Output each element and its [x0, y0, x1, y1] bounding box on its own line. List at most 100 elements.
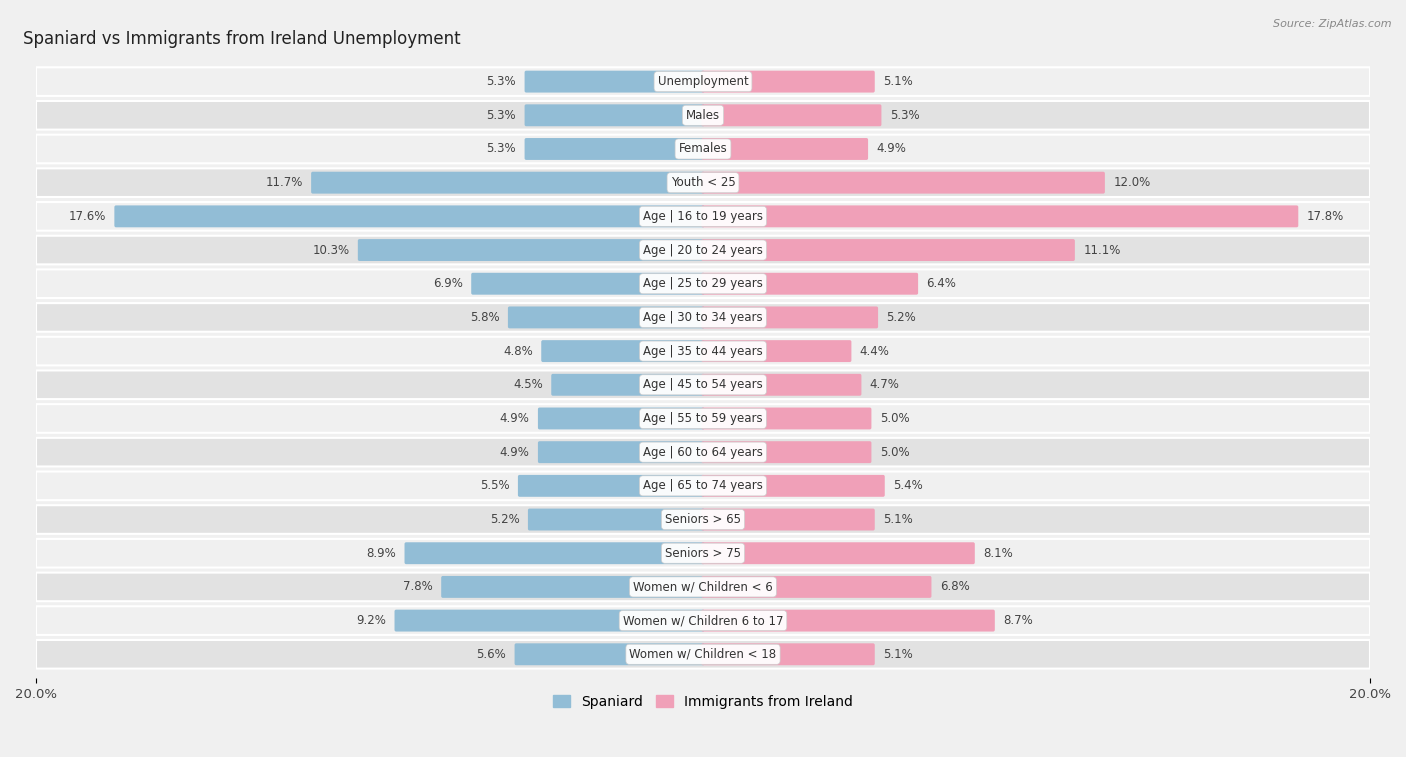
FancyBboxPatch shape: [702, 273, 918, 294]
FancyBboxPatch shape: [37, 202, 1369, 231]
FancyBboxPatch shape: [551, 374, 704, 396]
Text: 8.9%: 8.9%: [367, 547, 396, 559]
Text: 4.9%: 4.9%: [876, 142, 907, 155]
Text: 5.0%: 5.0%: [880, 446, 910, 459]
Text: 5.1%: 5.1%: [883, 513, 912, 526]
Text: 5.6%: 5.6%: [477, 648, 506, 661]
FancyBboxPatch shape: [538, 407, 704, 429]
Text: Age | 60 to 64 years: Age | 60 to 64 years: [643, 446, 763, 459]
FancyBboxPatch shape: [37, 606, 1369, 635]
Text: 5.3%: 5.3%: [890, 109, 920, 122]
Text: Age | 65 to 74 years: Age | 65 to 74 years: [643, 479, 763, 492]
Text: 5.5%: 5.5%: [479, 479, 509, 492]
Text: 5.8%: 5.8%: [470, 311, 499, 324]
Legend: Spaniard, Immigrants from Ireland: Spaniard, Immigrants from Ireland: [547, 689, 859, 715]
Text: 7.8%: 7.8%: [404, 581, 433, 593]
FancyBboxPatch shape: [702, 138, 868, 160]
Text: 8.7%: 8.7%: [1002, 614, 1033, 627]
Text: 5.1%: 5.1%: [883, 648, 912, 661]
FancyBboxPatch shape: [515, 643, 704, 665]
FancyBboxPatch shape: [37, 572, 1369, 601]
Text: Age | 16 to 19 years: Age | 16 to 19 years: [643, 210, 763, 223]
Text: Seniors > 75: Seniors > 75: [665, 547, 741, 559]
FancyBboxPatch shape: [395, 609, 704, 631]
FancyBboxPatch shape: [517, 475, 704, 497]
FancyBboxPatch shape: [527, 509, 704, 531]
FancyBboxPatch shape: [702, 441, 872, 463]
FancyBboxPatch shape: [524, 70, 704, 92]
Text: 4.8%: 4.8%: [503, 344, 533, 357]
Text: 5.3%: 5.3%: [486, 142, 516, 155]
FancyBboxPatch shape: [37, 438, 1369, 466]
Text: Women w/ Children < 6: Women w/ Children < 6: [633, 581, 773, 593]
FancyBboxPatch shape: [37, 404, 1369, 433]
FancyBboxPatch shape: [702, 475, 884, 497]
Text: Age | 45 to 54 years: Age | 45 to 54 years: [643, 378, 763, 391]
FancyBboxPatch shape: [541, 340, 704, 362]
FancyBboxPatch shape: [37, 472, 1369, 500]
Text: Source: ZipAtlas.com: Source: ZipAtlas.com: [1274, 19, 1392, 29]
FancyBboxPatch shape: [37, 67, 1369, 96]
FancyBboxPatch shape: [702, 374, 862, 396]
Text: 6.8%: 6.8%: [939, 581, 970, 593]
Text: 10.3%: 10.3%: [312, 244, 350, 257]
FancyBboxPatch shape: [441, 576, 704, 598]
FancyBboxPatch shape: [405, 542, 704, 564]
FancyBboxPatch shape: [37, 337, 1369, 366]
FancyBboxPatch shape: [37, 135, 1369, 164]
FancyBboxPatch shape: [702, 205, 1298, 227]
FancyBboxPatch shape: [702, 340, 852, 362]
FancyBboxPatch shape: [37, 168, 1369, 197]
Text: 4.9%: 4.9%: [499, 446, 530, 459]
FancyBboxPatch shape: [702, 609, 995, 631]
FancyBboxPatch shape: [702, 104, 882, 126]
Text: Age | 55 to 59 years: Age | 55 to 59 years: [643, 412, 763, 425]
FancyBboxPatch shape: [702, 576, 931, 598]
Text: 5.3%: 5.3%: [486, 75, 516, 88]
FancyBboxPatch shape: [37, 303, 1369, 332]
Text: 5.2%: 5.2%: [886, 311, 917, 324]
FancyBboxPatch shape: [702, 172, 1105, 194]
FancyBboxPatch shape: [702, 239, 1074, 261]
Text: Spaniard vs Immigrants from Ireland Unemployment: Spaniard vs Immigrants from Ireland Unem…: [22, 30, 460, 48]
Text: 4.7%: 4.7%: [870, 378, 900, 391]
FancyBboxPatch shape: [114, 205, 704, 227]
Text: 5.2%: 5.2%: [489, 513, 520, 526]
Text: Age | 20 to 24 years: Age | 20 to 24 years: [643, 244, 763, 257]
Text: Women w/ Children < 18: Women w/ Children < 18: [630, 648, 776, 661]
FancyBboxPatch shape: [471, 273, 704, 294]
FancyBboxPatch shape: [702, 307, 879, 329]
Text: Seniors > 65: Seniors > 65: [665, 513, 741, 526]
FancyBboxPatch shape: [37, 269, 1369, 298]
FancyBboxPatch shape: [524, 138, 704, 160]
FancyBboxPatch shape: [37, 235, 1369, 264]
FancyBboxPatch shape: [538, 441, 704, 463]
FancyBboxPatch shape: [37, 505, 1369, 534]
Text: 5.1%: 5.1%: [883, 75, 912, 88]
Text: 8.1%: 8.1%: [983, 547, 1012, 559]
Text: 5.3%: 5.3%: [486, 109, 516, 122]
Text: 17.8%: 17.8%: [1306, 210, 1344, 223]
Text: 6.9%: 6.9%: [433, 277, 463, 290]
Text: Youth < 25: Youth < 25: [671, 176, 735, 189]
Text: Unemployment: Unemployment: [658, 75, 748, 88]
Text: 4.4%: 4.4%: [859, 344, 890, 357]
FancyBboxPatch shape: [702, 643, 875, 665]
Text: 4.9%: 4.9%: [499, 412, 530, 425]
FancyBboxPatch shape: [359, 239, 704, 261]
Text: 4.5%: 4.5%: [513, 378, 543, 391]
FancyBboxPatch shape: [524, 104, 704, 126]
FancyBboxPatch shape: [702, 509, 875, 531]
Text: 11.7%: 11.7%: [266, 176, 302, 189]
Text: Age | 25 to 29 years: Age | 25 to 29 years: [643, 277, 763, 290]
Text: Females: Females: [679, 142, 727, 155]
Text: Women w/ Children 6 to 17: Women w/ Children 6 to 17: [623, 614, 783, 627]
FancyBboxPatch shape: [37, 101, 1369, 129]
FancyBboxPatch shape: [508, 307, 704, 329]
Text: 6.4%: 6.4%: [927, 277, 956, 290]
Text: 12.0%: 12.0%: [1114, 176, 1150, 189]
FancyBboxPatch shape: [37, 370, 1369, 399]
Text: 11.1%: 11.1%: [1083, 244, 1121, 257]
Text: Age | 35 to 44 years: Age | 35 to 44 years: [643, 344, 763, 357]
Text: Age | 30 to 34 years: Age | 30 to 34 years: [643, 311, 763, 324]
